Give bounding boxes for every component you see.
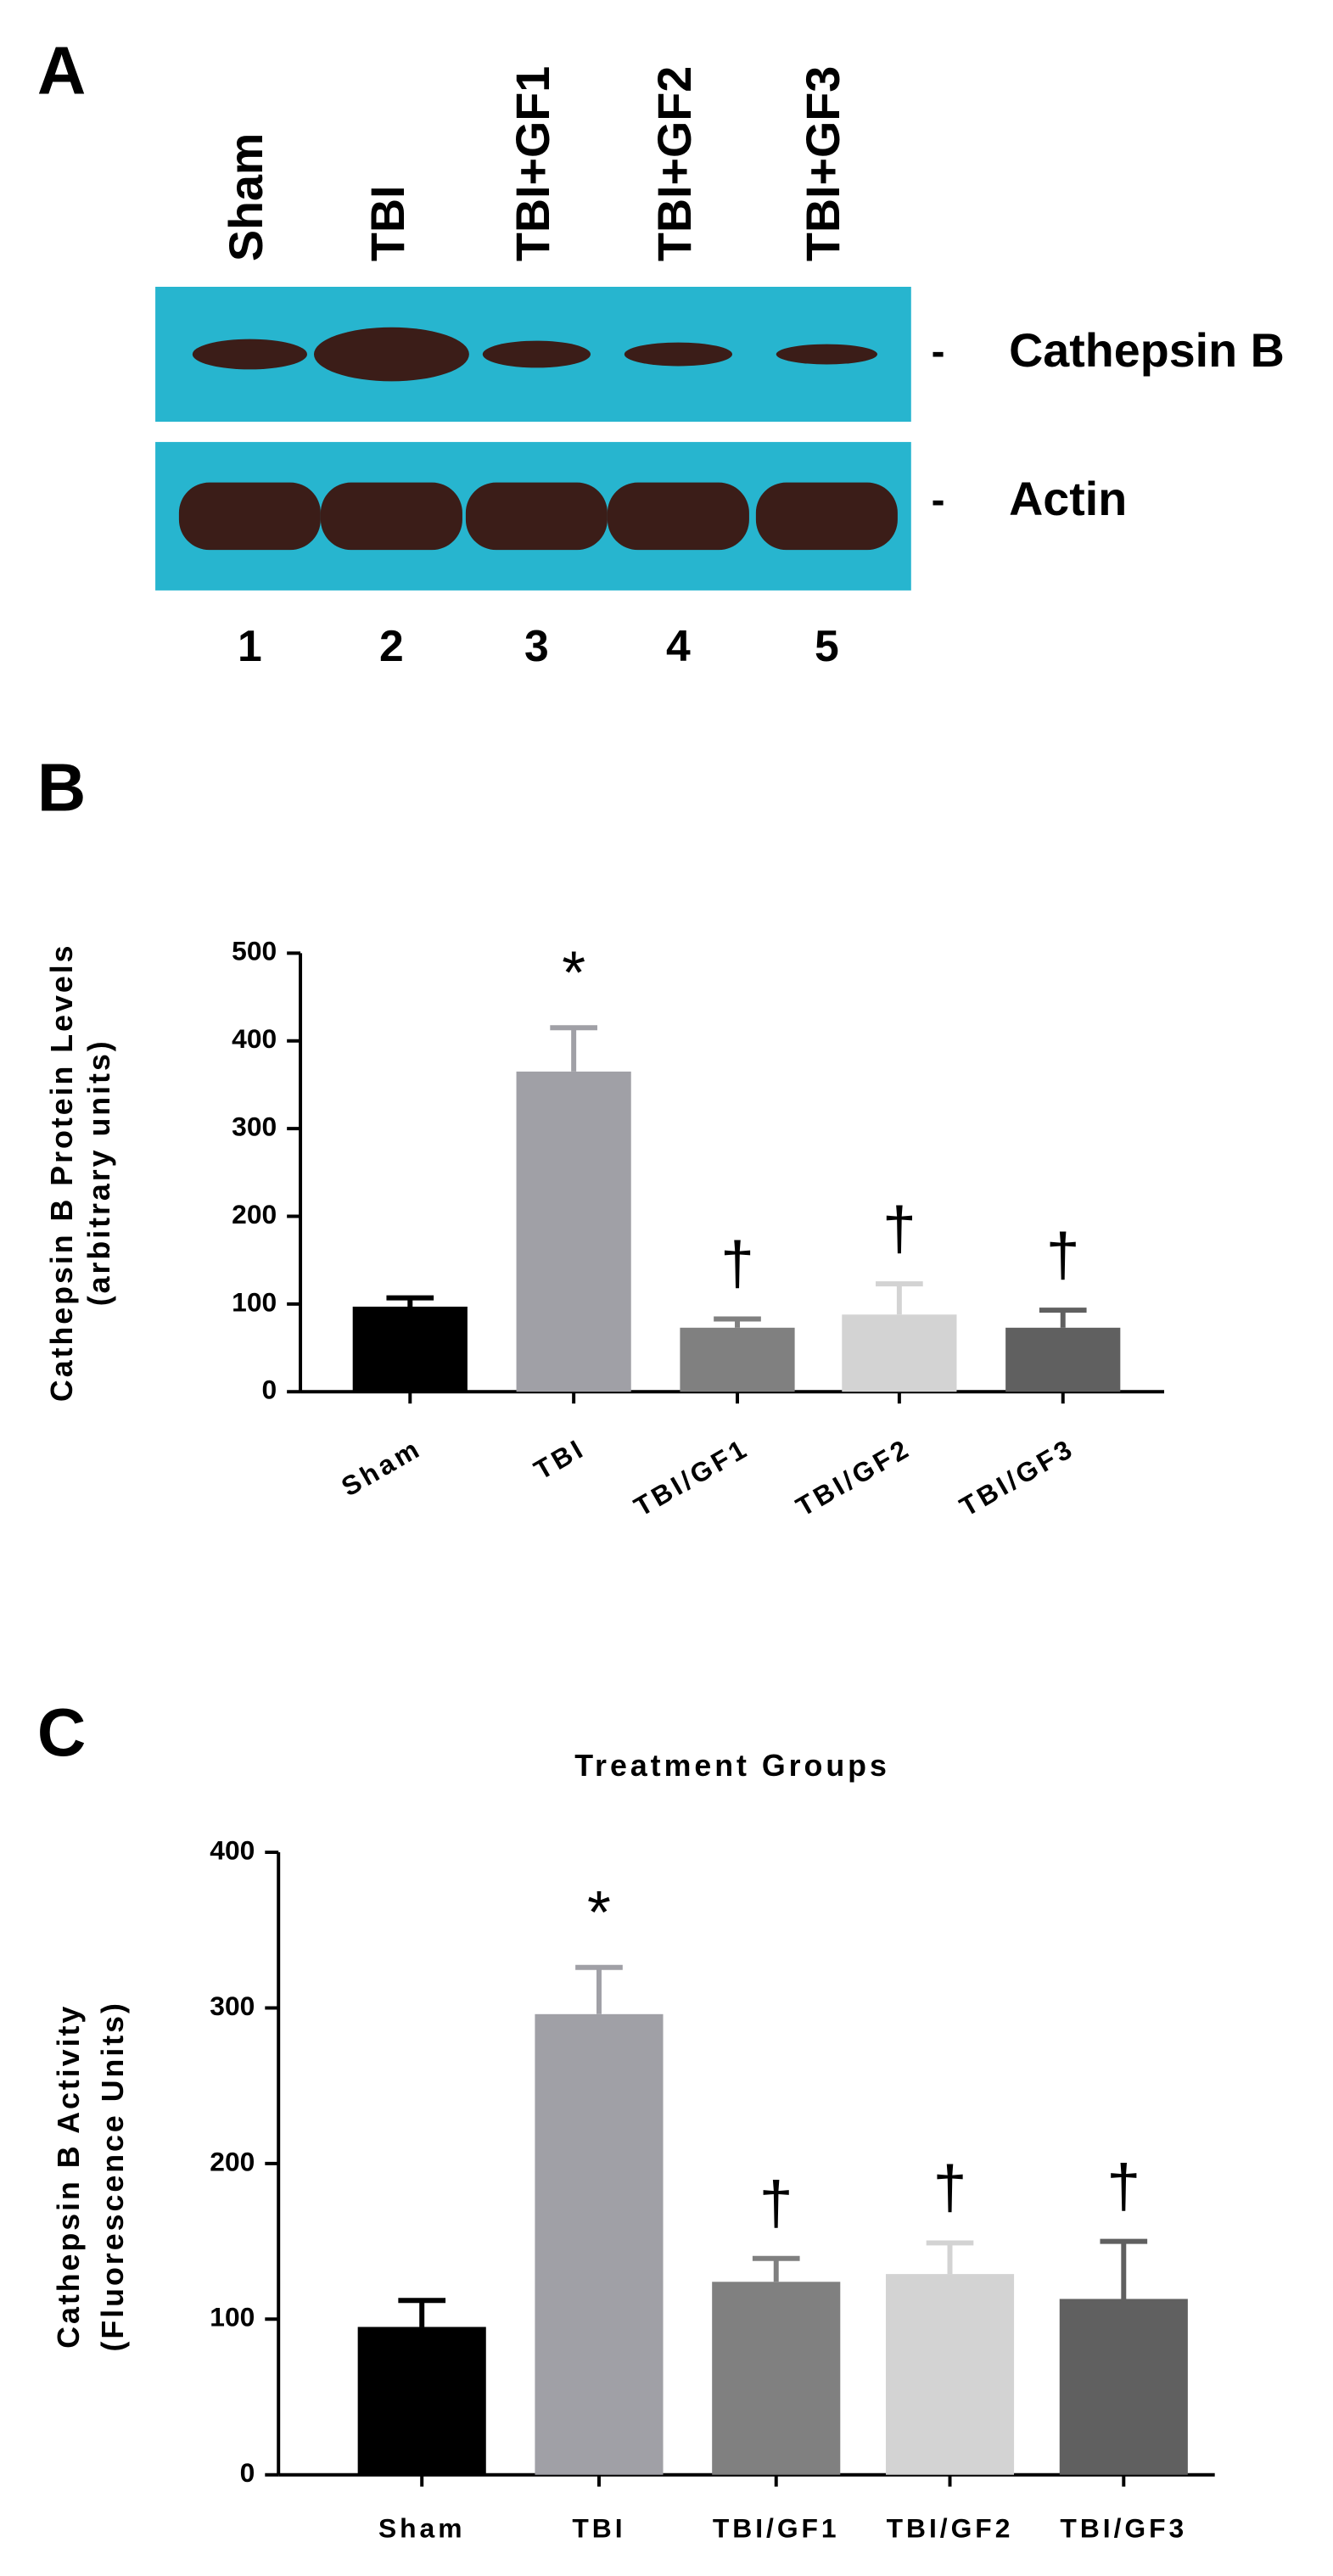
panel-label: B — [37, 749, 86, 825]
y-tick-label: 0 — [262, 1375, 277, 1405]
annotation: † — [759, 2170, 793, 2237]
x-tick-label: TBI — [529, 1432, 591, 1486]
y-tick-label: 200 — [210, 2146, 255, 2176]
x-tick-label: TBI/GF3 — [1060, 2513, 1187, 2544]
lane-label: TBI+GF1 — [507, 66, 559, 261]
bar — [842, 1314, 957, 1392]
lane-label: Sham — [220, 133, 272, 262]
bar — [516, 1071, 631, 1392]
y-tick-label: 0 — [240, 2457, 255, 2488]
bar — [357, 2327, 486, 2475]
y-tick-label: 500 — [232, 936, 277, 966]
x-tick-label: TBI — [572, 2513, 625, 2544]
band — [320, 482, 462, 551]
x-tick-label: TBI/GF2 — [887, 2513, 1014, 2544]
y-axis-label: (arbitrary units) — [82, 1039, 116, 1306]
x-tick-label: TBI/GF1 — [713, 2513, 840, 2544]
annotation: † — [1046, 1221, 1080, 1289]
y-axis-label: (Fluorescence Units) — [96, 2001, 130, 2351]
bar — [1059, 2299, 1188, 2475]
y-axis-label: Cathepsin B Protein Levels — [45, 943, 79, 1402]
lane-label: TBI — [361, 186, 414, 262]
band — [624, 342, 733, 367]
y-tick-label: 400 — [210, 1834, 255, 1865]
x-tick-label: TBI/GF1 — [629, 1432, 754, 1522]
y-tick-label: 300 — [232, 1112, 277, 1142]
bar — [885, 2274, 1015, 2475]
y-tick-label: 300 — [210, 1991, 255, 2021]
x-tick-label: TBI/GF3 — [955, 1432, 1080, 1522]
lane-label: TBI+GF2 — [648, 66, 701, 261]
band — [607, 482, 749, 551]
lane-number: 4 — [666, 621, 691, 670]
bar — [680, 1327, 795, 1392]
bar — [535, 2013, 664, 2475]
annotation: † — [882, 1195, 916, 1263]
bar — [352, 1306, 468, 1392]
x-axis-label: Treatment Groups — [574, 1749, 890, 1783]
panel-label: A — [37, 32, 86, 108]
dash: - — [932, 478, 945, 523]
x-tick-label: Sham — [336, 1432, 427, 1502]
y-tick-label: 100 — [210, 2302, 255, 2332]
lane-label: TBI+GF3 — [797, 66, 849, 261]
y-axis-label: Cathepsin B Activity — [52, 2004, 86, 2349]
band — [313, 327, 469, 382]
annotation: * — [587, 1879, 611, 1946]
bar — [712, 2282, 841, 2475]
band — [465, 482, 608, 551]
x-tick-label: Sham — [378, 2513, 466, 2544]
lane-number: 3 — [524, 621, 549, 670]
lane-number: 1 — [238, 621, 262, 670]
dash: - — [932, 329, 945, 374]
panel-label: C — [37, 1694, 86, 1770]
annotation: * — [562, 938, 585, 1006]
band — [192, 339, 308, 370]
y-tick-label: 400 — [232, 1023, 277, 1054]
band — [482, 340, 591, 368]
lane-number: 5 — [815, 621, 839, 670]
y-tick-label: 200 — [232, 1199, 277, 1229]
row-label: Cathepsin B — [1009, 324, 1285, 377]
y-tick-label: 100 — [232, 1286, 277, 1317]
band — [755, 482, 898, 551]
band — [776, 344, 878, 365]
row-label: Actin — [1009, 473, 1127, 525]
annotation: † — [1106, 2153, 1140, 2220]
annotation: † — [933, 2154, 967, 2222]
x-tick-label: TBI/GF2 — [791, 1432, 916, 1522]
bar — [1005, 1327, 1121, 1392]
annotation: † — [720, 1230, 754, 1298]
lane-number: 2 — [379, 621, 404, 670]
band — [178, 482, 321, 551]
